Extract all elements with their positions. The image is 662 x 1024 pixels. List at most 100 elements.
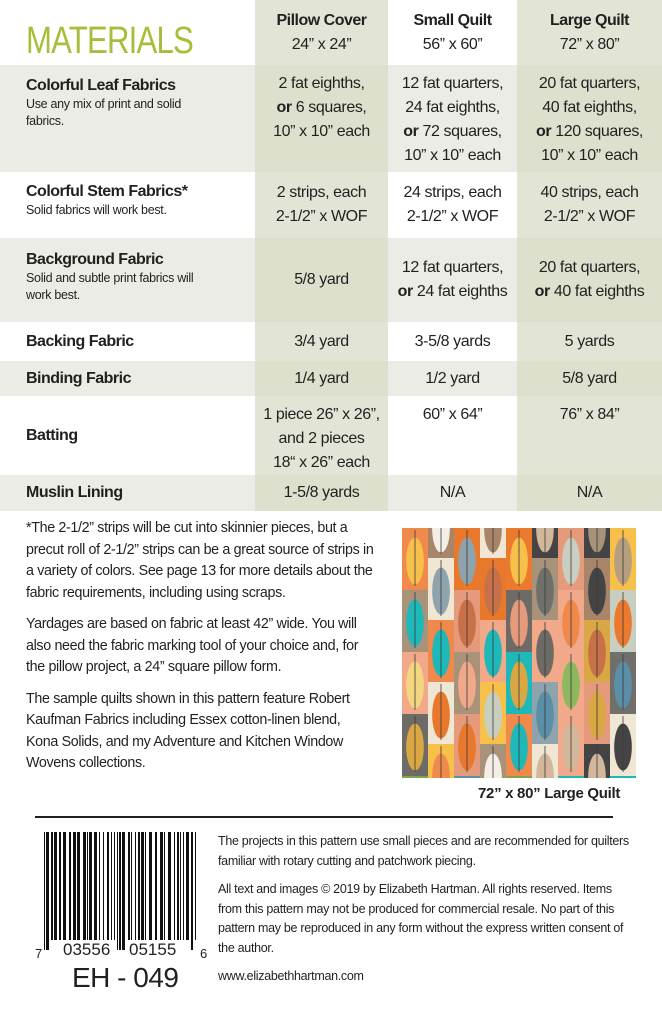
notes: *The 2-1/2” strips will be cut into skin… (26, 518, 374, 785)
header-row: Pillow Cover 24” x 24” Small Quilt 56” x 6… (0, 0, 662, 65)
cell-line: 5 yards (564, 332, 615, 350)
barcode-bar (180, 832, 181, 940)
or-keyword: or (536, 123, 552, 140)
row-label: Background Fabric Solid and subtle print … (0, 238, 255, 322)
barcode-bar (168, 832, 171, 940)
barcode-bar (149, 832, 152, 940)
cell-line: 1 piece 26” x 26”, (263, 406, 380, 423)
barcode-bar (145, 832, 146, 940)
divider (35, 816, 613, 818)
barcode-bar (99, 832, 100, 940)
cell-line: or 40 fat eighths (534, 283, 645, 300)
row-title: Colorful Stem Fabrics* (26, 183, 188, 200)
cell-large: 5 yards (517, 322, 662, 361)
cell-line: or 24 fat eighths (397, 283, 508, 300)
barcode-bar (114, 832, 115, 940)
barcode-digits: 03556 (62, 940, 112, 960)
table-row: Binding Fabric 1/4 yard 1/2 yard 5/8 yard (0, 361, 662, 396)
row-title: Background Fabric (26, 251, 164, 268)
cell-line: 3-5/8 yards (414, 332, 491, 350)
cell-small: 12 fat quarters, or 24 fat eighths (388, 238, 517, 322)
cell-line: N/A (576, 484, 603, 501)
row-title: Muslin Lining (26, 484, 123, 501)
barcode (44, 832, 196, 950)
cell-line: 10” x 10” each (541, 147, 638, 164)
barcode-bar (83, 832, 86, 940)
cell-line: 2 fat eighths, (278, 75, 365, 92)
table-row: Colorful Leaf Fabrics Use any mix of prin… (0, 65, 662, 172)
cell-line: 1/4 yard (294, 369, 349, 387)
row-title: Binding Fabric (26, 369, 132, 387)
cell-line: 2 strips, each (276, 184, 367, 201)
barcode-bar (183, 832, 184, 940)
cell-line: 1-5/8 yards (283, 484, 360, 501)
table-row: Backing Fabric 3/4 yard 3-5/8 yards 5 yards (0, 322, 662, 361)
barcode-bar (177, 832, 179, 940)
cell-line: N/A (439, 484, 466, 501)
row-label: Batting (0, 396, 255, 475)
quilt-caption: 72” x 80” Large Quilt (478, 785, 621, 802)
row-title: Batting (26, 426, 78, 444)
column-size: 56” x 60” (422, 35, 483, 53)
barcode-bar (119, 832, 121, 950)
quilt-block (506, 776, 533, 778)
table-row: Muslin Lining 1-5/8 yards N/A N/A (0, 475, 662, 511)
or-keyword: or (276, 99, 293, 116)
cell-line: 76” x 84” (559, 406, 620, 423)
quilt-photo (402, 528, 636, 778)
page-title: MATERIALS (26, 20, 194, 62)
cell-small: 1/2 yard (388, 361, 517, 396)
cell-pillow: 1-5/8 yards (255, 475, 388, 511)
barcode-digit: 7 (34, 946, 44, 961)
cell-large: 76” x 84” (517, 396, 662, 475)
barcode-digits: 05155 (128, 940, 178, 960)
barcode-bar (186, 832, 189, 940)
barcode-bar (44, 832, 45, 950)
product-code: EH - 049 (72, 962, 179, 993)
barcode-bar (63, 832, 66, 940)
cell-line: or 72 squares, (403, 123, 502, 140)
cell-line: 5/8 yard (562, 369, 617, 387)
column-size: 24” x 24” (291, 35, 352, 53)
barcode-bar (174, 832, 175, 940)
or-keyword: or (397, 283, 414, 300)
cell-line: 40 fat eighths, (542, 99, 637, 116)
column-header-large: Large Quilt 72” x 80” (517, 0, 662, 65)
cell-line: 12 fat quarters, (401, 75, 504, 92)
cell-line: 20 fat quarters, (538, 259, 641, 276)
barcode-bar (103, 832, 104, 940)
column-header-pillow: Pillow Cover 24” x 24” (255, 0, 388, 65)
cell-line: 24 strips, each (403, 184, 502, 201)
barcode-bar (164, 832, 165, 940)
note-paragraph: The sample quilts shown in this pattern … (26, 690, 350, 772)
cell-large: N/A (517, 475, 662, 511)
cell-line: 10” x 10” each (404, 147, 501, 164)
row-label: Binding Fabric (0, 361, 255, 396)
cell-line: 3/4 yard (294, 332, 349, 350)
barcode-bar (73, 832, 76, 940)
cell-large: 20 fat quarters, 40 fat eighths, or 120 sq… (517, 65, 662, 172)
fine-print-paragraph: The projects in this pattern use small p… (218, 834, 629, 868)
barcode-bar (59, 832, 61, 940)
quilt-block (402, 776, 429, 778)
cell-line: 10” x 10” each (273, 123, 370, 140)
cell-pillow: 1/4 yard (255, 361, 388, 396)
cell-line: 24 fat eighths, (405, 99, 500, 116)
row-label: Muslin Lining (0, 475, 255, 511)
quilt-block (558, 776, 585, 778)
or-keyword: or (403, 123, 419, 140)
table-row: Colorful Stem Fabrics* Solid fabrics will… (0, 172, 662, 238)
cell-pillow: 1 piece 26” x 26”, and 2 pieces 18“ x 26” … (255, 396, 388, 475)
barcode-digit: 6 (199, 946, 209, 961)
table-row: Batting 1 piece 26” x 26”, and 2 pieces 18“… (0, 396, 662, 475)
column-size: 72” x 80” (559, 35, 620, 53)
row-label: Backing Fabric (0, 322, 255, 361)
column-name: Small Quilt (413, 11, 492, 29)
barcode-bar (128, 832, 130, 940)
cell-line: 40 strips, each (540, 184, 639, 201)
column-name: Large Quilt (550, 11, 629, 29)
quilt-block (610, 776, 636, 778)
barcode-bar (87, 832, 88, 940)
website-link[interactable]: www.elizabethhartman.com (218, 969, 364, 983)
column-header-small: Small Quilt 56” x 60” (388, 0, 517, 65)
